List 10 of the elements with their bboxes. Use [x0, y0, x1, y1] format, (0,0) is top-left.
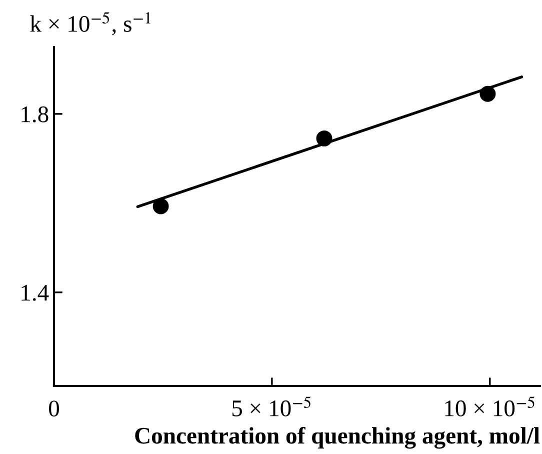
point: [316, 130, 332, 146]
x-tick-label: 5 × 10$^{−5}$: [232, 396, 311, 416]
y-tick-label: 1.4: [22, 284, 49, 301]
x-tick-label: 10 × 10$^{−5}$: [445, 396, 534, 416]
point: [152, 198, 169, 214]
point: [480, 86, 496, 102]
y-axis-title: k × 10$^{−5}$, s$^{−1}$: [30, 12, 150, 36]
y-tick-label: 1.8: [22, 106, 48, 122]
x-axis-title: Concentration of quenching agent, mol/l: [135, 426, 540, 449]
x-tick-label: 0: [48, 400, 60, 417]
